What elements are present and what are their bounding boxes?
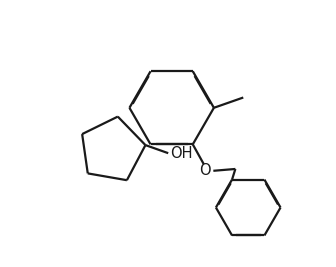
Text: OH: OH xyxy=(170,146,193,161)
Text: O: O xyxy=(199,163,211,178)
